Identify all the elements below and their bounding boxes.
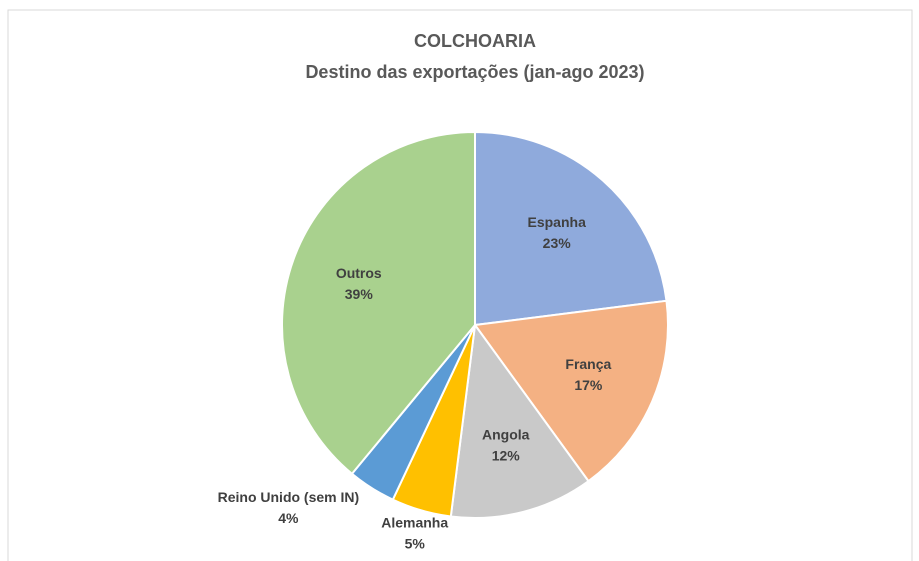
chart-border [7,9,913,561]
slice-value: 17% [574,377,603,393]
pie-slice [474,130,668,327]
slice-label: Alemanha [381,514,448,530]
chart-title: COLCHOARIA [414,31,536,51]
slice-label: França [565,356,611,372]
slice-label: Angola [482,426,530,442]
slice-label: Reino Unido (sem IN) [218,489,360,505]
slice-value: 4% [278,510,299,526]
slice-label: Outros [336,265,382,281]
pie-slice [449,322,590,519]
slice-value: 5% [405,535,426,551]
pie-slice [281,130,476,476]
slice-value: 23% [543,235,572,251]
slice-value: 39% [345,286,374,302]
slice-label: Espanha [528,214,587,230]
chart-subtitle: Destino das exportações (jan-ago 2023) [305,62,644,82]
slice-value: 12% [492,447,521,463]
pie-slice [473,299,669,483]
